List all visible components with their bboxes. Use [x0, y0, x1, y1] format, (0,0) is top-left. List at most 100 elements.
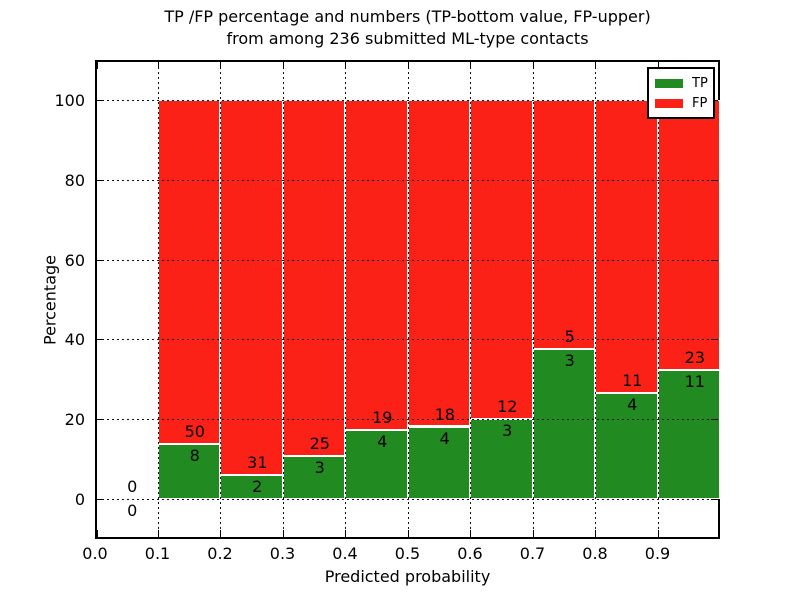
- legend-item-fp: FP: [655, 93, 713, 113]
- y-tick-mark: [711, 179, 718, 181]
- fp-bar: [657, 99, 720, 370]
- fp-bar: [157, 99, 220, 444]
- fp-count-label: 23: [684, 347, 705, 367]
- x-tick-label: 0.7: [519, 544, 546, 563]
- x-tick-mark: [532, 530, 534, 537]
- x-tick-mark: [595, 62, 596, 69]
- x-tick-mark: [282, 530, 284, 537]
- x-tick-mark: [470, 530, 471, 537]
- x-tick-label: 0.8: [582, 544, 608, 563]
- gridline-vertical: [220, 62, 221, 537]
- fp-bar: [532, 99, 595, 350]
- fp-count-label: 50: [184, 422, 205, 442]
- fp-count-label: 12: [497, 397, 518, 417]
- gridline-vertical: [345, 62, 346, 537]
- chart-title-line1: TP /FP percentage and numbers (TP-bottom…: [164, 7, 651, 26]
- tp-count-label: 4: [439, 428, 450, 448]
- fp-bar: [595, 99, 658, 393]
- tp-count-label: 0: [127, 501, 138, 521]
- fp-bar: [407, 99, 470, 427]
- x-tick-mark: [407, 530, 409, 537]
- gridline-vertical: [407, 62, 409, 537]
- y-tick-mark: [711, 499, 718, 501]
- x-tick-label: 0.1: [144, 544, 171, 563]
- y-tick-mark: [711, 339, 718, 341]
- tp-bar: [407, 426, 470, 500]
- gridline-vertical: [532, 62, 534, 537]
- y-tick-label: 20: [64, 410, 85, 430]
- x-tick-label: 0.4: [332, 544, 358, 563]
- legend: TP FP: [647, 67, 715, 119]
- x-tick-mark: [157, 62, 159, 69]
- x-tick-label: 0.6: [457, 544, 483, 563]
- y-tick-mark: [711, 259, 718, 261]
- chart-title: TP /FP percentage and numbers (TP-bottom…: [95, 6, 720, 50]
- gridline-vertical: [157, 62, 159, 537]
- gridline-vertical: [657, 62, 659, 537]
- fp-count-label: 11: [622, 370, 643, 390]
- fp-count-label: 0: [127, 477, 138, 497]
- x-tick-label: 0.0: [82, 544, 108, 563]
- x-axis-label: Predicted probability: [324, 567, 491, 586]
- fp-count-label: 19: [372, 407, 393, 427]
- y-tick-mark: [97, 339, 104, 341]
- tp-count-label: 4: [377, 431, 388, 451]
- plot-area: 0 0 50 8 31 2 25 3 19 4 18 4 12 3 5 3 11 4 23 11: [95, 60, 720, 539]
- x-tick-mark: [345, 530, 346, 537]
- x-tick-mark: [595, 530, 596, 537]
- x-tick-mark: [282, 62, 284, 69]
- y-tick-mark: [97, 499, 104, 501]
- x-tick-mark: [407, 62, 409, 69]
- legend-item-tp: TP: [655, 73, 713, 93]
- gridline-vertical: [595, 62, 596, 537]
- tp-count-label: 2: [252, 476, 263, 496]
- x-tick-mark: [470, 62, 471, 69]
- y-tick-mark: [97, 99, 104, 101]
- x-tick-mark: [220, 530, 221, 537]
- x-tick-label: 0.5: [394, 544, 421, 563]
- fp-count-label: 5: [564, 327, 575, 347]
- x-tick-mark: [220, 62, 221, 69]
- fp-bar: [282, 99, 345, 457]
- gridline-vertical: [282, 62, 284, 537]
- x-tick-mark: [157, 530, 159, 537]
- y-tick-mark: [97, 179, 104, 181]
- gridline-vertical: [470, 62, 471, 537]
- fp-count-label: 31: [247, 452, 268, 472]
- x-tick-mark: [345, 62, 346, 69]
- fp-bar: [470, 99, 533, 420]
- y-tick-mark: [711, 419, 718, 421]
- chart-title-line2: from among 236 submitted ML-type contact…: [226, 29, 589, 48]
- fp-count-label: 18: [434, 404, 455, 424]
- tp-count-label: 3: [502, 421, 513, 441]
- tp-count-label: 3: [314, 458, 325, 478]
- tp-color-swatch: [655, 78, 683, 88]
- tp-count-label: 3: [564, 351, 575, 371]
- x-tick-label: 0.9: [644, 544, 671, 563]
- x-tick-mark: [97, 530, 98, 537]
- y-tick-label: 40: [64, 330, 85, 350]
- legend-label-tp: TP: [692, 75, 708, 91]
- fp-bar: [345, 99, 408, 430]
- y-tick-label: 0: [74, 490, 85, 510]
- tp-count-label: 8: [189, 446, 200, 466]
- legend-label-fp: FP: [692, 95, 708, 111]
- tp-bar: [220, 474, 283, 500]
- x-tick-label: 0.2: [207, 544, 233, 563]
- tp-bar: [282, 456, 345, 500]
- y-tick-label: 80: [64, 170, 85, 190]
- y-tick-label: 100: [54, 90, 85, 110]
- x-tick-label: 0.3: [269, 544, 296, 563]
- y-tick-mark: [97, 419, 104, 421]
- tp-bar: [157, 444, 220, 500]
- x-tick-mark: [657, 530, 659, 537]
- x-tick-mark: [532, 62, 534, 69]
- tp-count-label: 4: [627, 394, 638, 414]
- tp-bar: [532, 349, 595, 500]
- tp-count-label: 11: [684, 371, 705, 391]
- x-tick-mark: [657, 62, 659, 69]
- tp-bar: [657, 369, 720, 500]
- y-tick-mark: [97, 259, 104, 261]
- fp-color-swatch: [655, 98, 683, 108]
